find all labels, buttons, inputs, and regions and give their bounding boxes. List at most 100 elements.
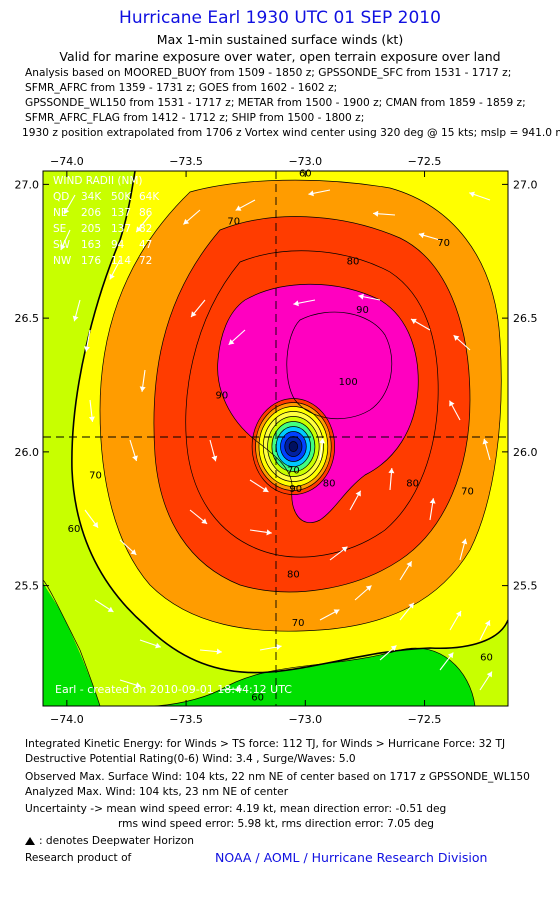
contour-label: 70 [292,618,305,629]
y-tick-label-left: 26.0 [15,446,40,459]
wind-vector-arrow [83,329,91,352]
dwh-text: : denotes Deepwater Horizon [39,835,194,847]
contour-label: 80 [347,257,360,268]
contour-label: 70 [89,471,102,482]
wind-radii-header: 64K [139,191,160,203]
analysis-line-1: Analysis based on MOORED_BUOY from 1509 … [25,67,512,79]
y-tick-label-right: 26.0 [513,446,538,459]
x-tick-label-top: −73.5 [169,155,203,168]
wind-vector-arrow [109,259,121,280]
analysis-line-4: SFMR_AFRC_FLAG from 1412 - 1712 z; SHIP … [25,112,365,124]
analysis-line-3: GPSSONDE_WL150 from 1531 - 1717 z; METAR… [25,97,526,109]
contour-label: 90 [356,305,369,316]
wind-vector-arrow [482,438,491,461]
x-tick-label-top: −73.0 [288,155,322,168]
wind-vector-arrow [209,439,218,462]
wind-radii-header: 34K [81,191,102,203]
wind-radii-title: WIND RADII (NM) [53,175,143,187]
wind-vector-arrow [129,439,138,462]
wind-vector-arrow [135,214,151,233]
wind-vector-arrow [479,671,493,691]
analysis-line-2: SFMR_AFRC from 1359 - 1731 z; GOES from … [25,82,338,94]
contour-label: 60 [480,653,493,664]
wind-radii-cell: 82 [139,223,152,235]
wind-radii-cell: 163 [81,239,101,251]
x-tick-label-bottom: −73.5 [169,713,203,725]
triangle-icon [25,837,35,845]
wind-vector-arrow [453,334,471,351]
y-tick-label-right: 27.0 [513,178,538,191]
wind-vector-arrow [183,209,201,225]
wind-vector-arrow [479,620,491,641]
wind-vector-arrow [410,318,431,331]
wind-vector-arrow [429,498,436,521]
contour-lines [43,171,508,706]
chart-subtitle: Max 1-min sustained surface winds (kt) [156,32,404,47]
uncertainty-line-2: rms wind speed error: 5.98 kt, rms direc… [118,818,435,830]
wind-radii-cell: 94 [111,239,125,251]
contour-label: 70 [227,217,240,228]
uncertainty-line-1: Uncertainty -> mean wind speed error: 4.… [25,803,447,815]
wind-vectors [60,189,493,693]
wind-vector-arrow [139,639,161,649]
wind-vector-arrow [190,299,206,318]
wind-vector-arrow [358,293,381,301]
analyzed-max-line: Analyzed Max. Wind: 104 kts, 23 nm NE of… [25,786,289,798]
validity-note: Valid for marine exposure over water, op… [59,49,501,64]
chart-title: Hurricane Earl 1930 UTC 01 SEP 2010 [119,8,441,28]
wind-vector-arrow [60,229,71,251]
wind-vector-arrow [249,479,269,493]
wind-vector-arrow [354,585,372,601]
y-tick-label-right: 25.5 [513,580,538,593]
wind-vector-arrow [249,529,272,536]
wind-vector-arrow [319,438,326,461]
contour-label: 70 [461,487,474,498]
wind-radii-cell: 114 [111,255,131,267]
wind-vector-arrow [459,538,468,561]
wind-vector-arrow [84,509,99,529]
wind-radii-table: WIND RADII (NM) QD 34K 50K 64K NE 206 137 86 SE 20… [53,175,160,267]
eye-wall-rings [251,398,336,495]
wind-vector-arrow [373,210,396,217]
wind-radii-header: 50K [111,191,132,203]
wind-vector-arrow [329,546,348,561]
wind-vector-arrow [449,610,462,631]
x-tick-label-bottom: −74.0 [50,713,84,725]
wind-vector-arrow [349,490,362,511]
wind-radii-cell: 137 [111,223,131,235]
noaa-credit-link[interactable]: NOAA / AOML / Hurricane Research Divisio… [215,850,488,865]
contour-label: 60 [251,693,264,704]
dpr-line: Destructive Potential Rating(0-6) Wind: … [25,753,356,765]
contour-label: 100 [339,377,358,388]
wind-vector-arrow [63,194,76,215]
wind-radii-cell: 72 [139,255,152,267]
wind-vector-arrow [418,232,441,241]
wind-vector-arrow [308,189,331,197]
wind-vector-arrow [219,686,243,693]
wind-radii-cell: 176 [81,255,101,267]
wind-radii-cell: NE [53,207,68,219]
ike-line: Integrated Kinetic Energy: for Winds > T… [25,738,506,750]
plot-frame [42,170,509,707]
y-tick-label-left: 27.0 [15,178,40,191]
wind-radii-cell: 86 [139,207,153,219]
x-tick-label-top: −74.0 [50,155,84,168]
wind-vector-arrow [388,468,395,491]
wind-vector-arrow [119,679,142,688]
wind-vector-arrow [189,509,208,525]
wind-vector-arrow [94,599,114,613]
wind-radii-cell: 205 [81,223,101,235]
wind-vector-arrow [259,644,282,651]
eye-ring [288,441,299,452]
wind-radii-cell: NW [53,255,72,267]
created-watermark: Earl - created on 2010-09-01 18:44:12 UT… [55,683,292,696]
analysis-line-5: 1930 z position extrapolated from 1706 z… [22,127,560,139]
contour-label: 60 [68,524,81,535]
wind-vector-arrow [379,645,397,661]
x-tick-label-top: −72.5 [408,155,442,168]
contour-label: 70 [287,465,300,476]
research-product-label: Research product of [25,852,132,864]
deepwater-horizon-legend: : denotes Deepwater Horizon [25,835,194,847]
